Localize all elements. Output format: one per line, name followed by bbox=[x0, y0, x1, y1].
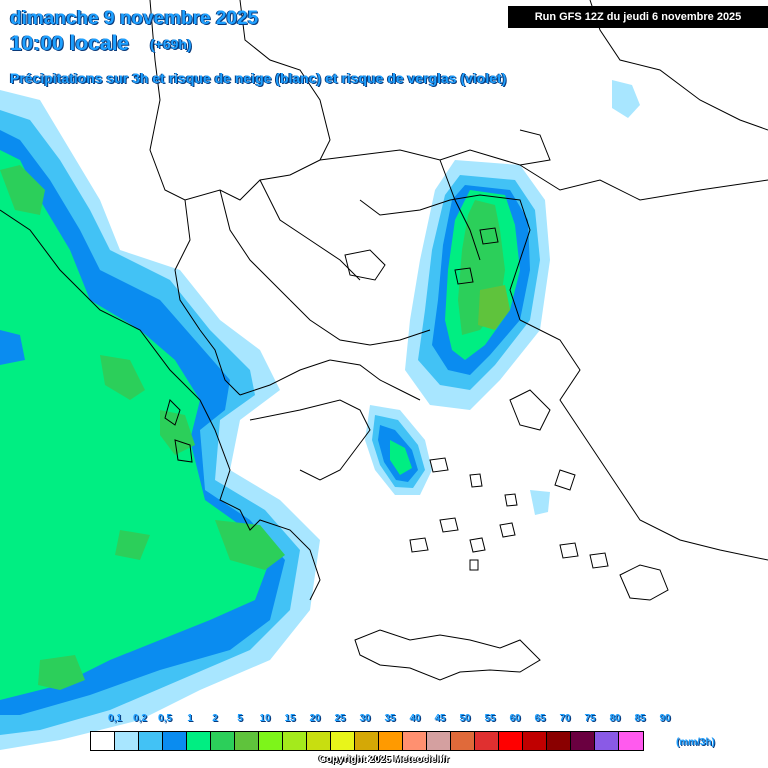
islands bbox=[354, 457, 669, 681]
legend-swatch bbox=[259, 732, 283, 750]
legend-tick-label: 65 bbox=[534, 713, 546, 724]
legend-swatch bbox=[571, 732, 595, 750]
coastlines bbox=[0, 194, 768, 601]
legend-tick-label: 20 bbox=[309, 713, 321, 724]
legend-tick-label: 0,5 bbox=[158, 713, 172, 724]
legend-swatch bbox=[595, 732, 619, 750]
legend-tick-label: 1 bbox=[187, 713, 193, 724]
map-subtitle: Précipitations sur 3h et risque de neige… bbox=[10, 70, 507, 86]
legend-tick-label: 40 bbox=[409, 713, 421, 724]
legend-swatch bbox=[115, 732, 139, 750]
legend-swatch bbox=[163, 732, 187, 750]
legend-swatch bbox=[235, 732, 259, 750]
precip-patch-dodecanese bbox=[530, 490, 550, 515]
legend-tick-label: 25 bbox=[334, 713, 346, 724]
precip-field-aegean bbox=[405, 160, 550, 410]
legend-swatch bbox=[331, 732, 355, 750]
forecast-lead-time: (+69h) bbox=[150, 36, 192, 52]
forecast-local-time: 10:00 locale bbox=[10, 32, 130, 55]
legend-swatch bbox=[307, 732, 331, 750]
legend-swatch bbox=[547, 732, 571, 750]
run-badge: Run GFS 12Z du jeudi 6 novembre 2025 bbox=[508, 6, 768, 28]
legend-tick-label: 5 bbox=[237, 713, 243, 724]
legend-tick-label: 90 bbox=[659, 713, 671, 724]
precip-field-west bbox=[0, 90, 320, 750]
legend-swatch bbox=[403, 732, 427, 750]
legend-tick-label: 45 bbox=[434, 713, 446, 724]
legend-tick-label: 55 bbox=[484, 713, 496, 724]
legend-tick-label: 0,1 bbox=[108, 713, 122, 724]
legend-swatch bbox=[139, 732, 163, 750]
legend-tick-label: 50 bbox=[459, 713, 471, 724]
legend-unit: (mm/3h) bbox=[676, 737, 715, 748]
legend-tick-label: 80 bbox=[609, 713, 621, 724]
legend-tick-label: 35 bbox=[384, 713, 396, 724]
legend-swatch bbox=[355, 732, 379, 750]
legend-tick-label: 30 bbox=[359, 713, 371, 724]
copyright: Copyright 2025 Meteociel.fr bbox=[318, 754, 450, 765]
legend-swatch bbox=[499, 732, 523, 750]
legend-tick-label: 85 bbox=[634, 713, 646, 724]
legend-swatches bbox=[90, 731, 644, 751]
legend-tick-label: 0,2 bbox=[133, 713, 147, 724]
forecast-date: dimanche 9 novembre 2025 bbox=[10, 8, 259, 29]
legend-tick-label: 70 bbox=[559, 713, 571, 724]
legend-swatch bbox=[451, 732, 475, 750]
legend-tick-label: 75 bbox=[584, 713, 596, 724]
legend-swatch bbox=[475, 732, 499, 750]
precip-patch-blacksea bbox=[612, 80, 640, 118]
precip-field-euboea bbox=[365, 405, 432, 495]
legend-tick-label: 10 bbox=[259, 713, 271, 724]
legend-swatch bbox=[427, 732, 451, 750]
legend-tick-label: 15 bbox=[284, 713, 296, 724]
legend-tick-label: 2 bbox=[212, 713, 218, 724]
legend-swatch bbox=[211, 732, 235, 750]
legend-swatch bbox=[91, 732, 115, 750]
borders bbox=[149, 0, 768, 396]
legend-swatch bbox=[523, 732, 547, 750]
legend-swatch bbox=[379, 732, 403, 750]
legend-swatch bbox=[187, 732, 211, 750]
legend-swatch bbox=[619, 732, 643, 750]
legend-tick-label: 60 bbox=[509, 713, 521, 724]
legend-swatch bbox=[283, 732, 307, 750]
